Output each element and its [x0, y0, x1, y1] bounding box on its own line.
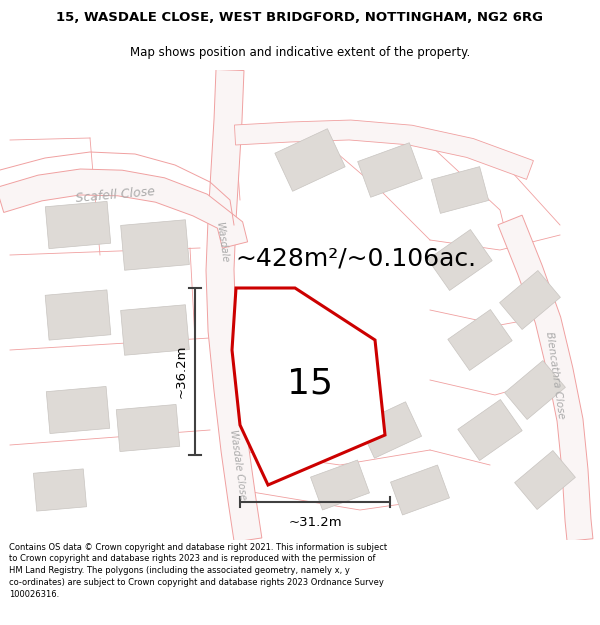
Polygon shape: [275, 129, 345, 191]
Text: ~36.2m: ~36.2m: [175, 345, 187, 398]
Polygon shape: [391, 465, 449, 515]
Polygon shape: [235, 120, 533, 179]
Polygon shape: [121, 305, 190, 355]
Polygon shape: [358, 402, 422, 458]
Text: Scafell Close: Scafell Close: [75, 185, 155, 205]
Polygon shape: [206, 69, 262, 542]
Polygon shape: [505, 361, 565, 419]
Polygon shape: [311, 460, 370, 510]
Polygon shape: [458, 399, 522, 461]
Text: Wasdale: Wasdale: [214, 221, 230, 263]
Polygon shape: [34, 469, 86, 511]
Text: 15, WASDALE CLOSE, WEST BRIDGFORD, NOTTINGHAM, NG2 6RG: 15, WASDALE CLOSE, WEST BRIDGFORD, NOTTI…: [56, 11, 544, 24]
Polygon shape: [45, 290, 111, 340]
Polygon shape: [515, 451, 575, 509]
Polygon shape: [121, 220, 190, 270]
Text: Wasdale Close: Wasdale Close: [228, 429, 248, 501]
Polygon shape: [298, 362, 362, 418]
Text: 15: 15: [287, 366, 333, 400]
Text: Blencathra Close: Blencathra Close: [544, 331, 566, 419]
Text: Contains OS data © Crown copyright and database right 2021. This information is : Contains OS data © Crown copyright and d…: [9, 542, 387, 599]
Text: Map shows position and indicative extent of the property.: Map shows position and indicative extent…: [130, 46, 470, 59]
Polygon shape: [428, 229, 492, 291]
Polygon shape: [358, 142, 422, 198]
Text: ~428m²/~0.106ac.: ~428m²/~0.106ac.: [235, 246, 476, 270]
Polygon shape: [500, 271, 560, 329]
Polygon shape: [232, 288, 385, 485]
Polygon shape: [448, 309, 512, 371]
Polygon shape: [45, 201, 111, 249]
Polygon shape: [431, 167, 488, 213]
Polygon shape: [0, 169, 248, 248]
Polygon shape: [498, 215, 593, 541]
Text: ~31.2m: ~31.2m: [288, 516, 342, 529]
Polygon shape: [116, 404, 180, 451]
Polygon shape: [46, 386, 110, 434]
